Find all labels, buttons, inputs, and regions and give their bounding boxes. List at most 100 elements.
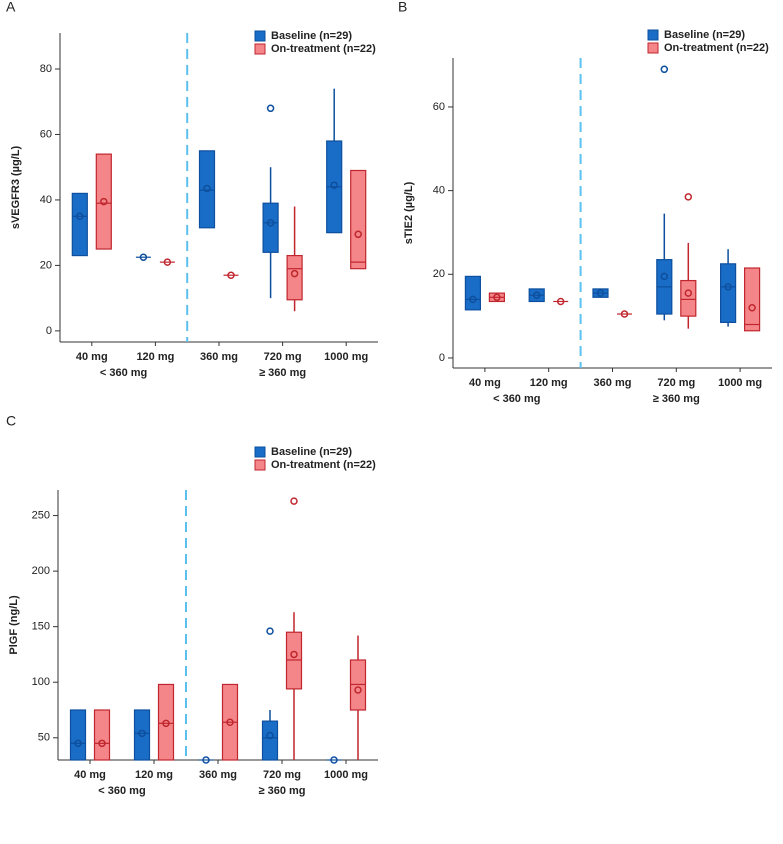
legend-label: On-treatment (n=22) — [664, 42, 769, 54]
box — [350, 169, 367, 270]
legend-swatch — [647, 29, 659, 41]
x-tick-label: 120 mg — [136, 351, 174, 363]
mean — [330, 181, 338, 189]
mean — [290, 269, 299, 278]
y-axis-label: sTIE2 (µg/L) — [403, 181, 415, 244]
box — [95, 153, 112, 250]
panel-label: B — [398, 0, 407, 15]
mean — [748, 304, 756, 312]
mean — [532, 291, 541, 299]
y-tick-label: 40 — [433, 185, 445, 197]
y-tick-label: 20 — [40, 259, 52, 271]
y-tick-label: 40 — [40, 194, 52, 206]
x-tick-label: 40 mg — [74, 769, 106, 781]
legend-swatch — [254, 446, 266, 458]
x-tick-label: 360 mg — [199, 769, 237, 781]
mean — [76, 212, 84, 221]
x-tick-label: 360 mg — [200, 351, 238, 363]
mean — [202, 756, 210, 764]
box — [719, 263, 737, 323]
mean — [596, 289, 605, 297]
box — [198, 150, 216, 229]
y-tick-label: 0 — [439, 352, 445, 364]
mean — [226, 718, 234, 726]
y-tick-label: 60 — [40, 128, 52, 140]
mean — [724, 283, 732, 291]
legend-swatch — [254, 43, 266, 55]
mean — [266, 731, 274, 740]
outlier — [290, 497, 298, 505]
panel-label: A — [6, 0, 16, 15]
mean — [98, 739, 106, 748]
x-tick-label: 1000 mg — [718, 377, 762, 389]
mean — [100, 197, 108, 206]
mean — [227, 271, 235, 279]
mean — [330, 756, 338, 764]
y-tick-label: 100 — [32, 676, 50, 688]
mean — [138, 729, 146, 738]
legend-swatch — [647, 42, 659, 54]
x-tick-label: 40 mg — [76, 351, 108, 363]
box — [93, 709, 111, 761]
mean — [469, 295, 477, 304]
legend-label: Baseline (n=29) — [664, 29, 745, 41]
mean — [162, 719, 170, 728]
mean — [493, 293, 501, 302]
y-axis-label: PlGF (ng/L) — [8, 595, 20, 655]
mean — [620, 310, 629, 318]
x-tick-label: 1000 mg — [324, 351, 368, 363]
x-tick-label: 720 mg — [657, 377, 695, 389]
box — [71, 192, 88, 257]
legend-swatch — [254, 459, 266, 471]
x-tick-label: 40 mg — [469, 377, 501, 389]
group-label: ≥ 360 mg — [653, 393, 700, 405]
y-tick-label: 0 — [46, 325, 52, 337]
legend-label: Baseline (n=29) — [271, 446, 352, 458]
x-tick-label: 120 mg — [135, 769, 173, 781]
mean — [290, 650, 298, 659]
y-tick-label: 20 — [433, 268, 445, 280]
group-label: ≥ 360 mg — [258, 785, 305, 797]
x-tick-label: 1000 mg — [324, 769, 368, 781]
legend-label: On-treatment (n=22) — [271, 43, 376, 55]
mean — [556, 297, 565, 306]
mean — [660, 272, 669, 281]
outlier — [266, 627, 274, 635]
mean — [203, 184, 211, 193]
box — [262, 202, 279, 253]
x-tick-label: 720 mg — [264, 351, 302, 363]
legend-label: Baseline (n=29) — [271, 30, 352, 42]
mean — [266, 219, 275, 227]
x-tick-label: 360 mg — [594, 377, 632, 389]
mean — [684, 289, 693, 297]
mean — [139, 253, 148, 261]
box — [69, 709, 87, 761]
box — [680, 279, 697, 317]
box — [743, 267, 761, 332]
group-label: ≥ 360 mg — [259, 367, 306, 379]
group-label: < 360 mg — [100, 367, 147, 379]
y-tick-label: 250 — [32, 509, 50, 521]
box — [464, 275, 481, 311]
y-tick-label: 80 — [40, 63, 52, 75]
outlier — [266, 104, 275, 113]
y-tick-label: 50 — [38, 732, 50, 744]
group-label: < 360 mg — [98, 785, 145, 797]
mean — [354, 686, 362, 694]
y-tick-label: 60 — [433, 101, 445, 113]
y-tick-label: 150 — [32, 621, 50, 633]
box — [133, 709, 151, 761]
group-label: < 360 mg — [493, 393, 540, 405]
x-tick-label: 120 mg — [530, 377, 568, 389]
mean — [163, 258, 172, 266]
y-tick-label: 200 — [32, 565, 50, 577]
outlier — [684, 193, 693, 201]
y-axis-label: sVEGFR3 (µg/L) — [10, 145, 22, 229]
outlier — [660, 65, 669, 74]
x-tick-label: 720 mg — [263, 769, 301, 781]
box — [286, 254, 303, 301]
box — [261, 720, 279, 761]
box — [157, 683, 175, 761]
mean — [74, 739, 82, 748]
